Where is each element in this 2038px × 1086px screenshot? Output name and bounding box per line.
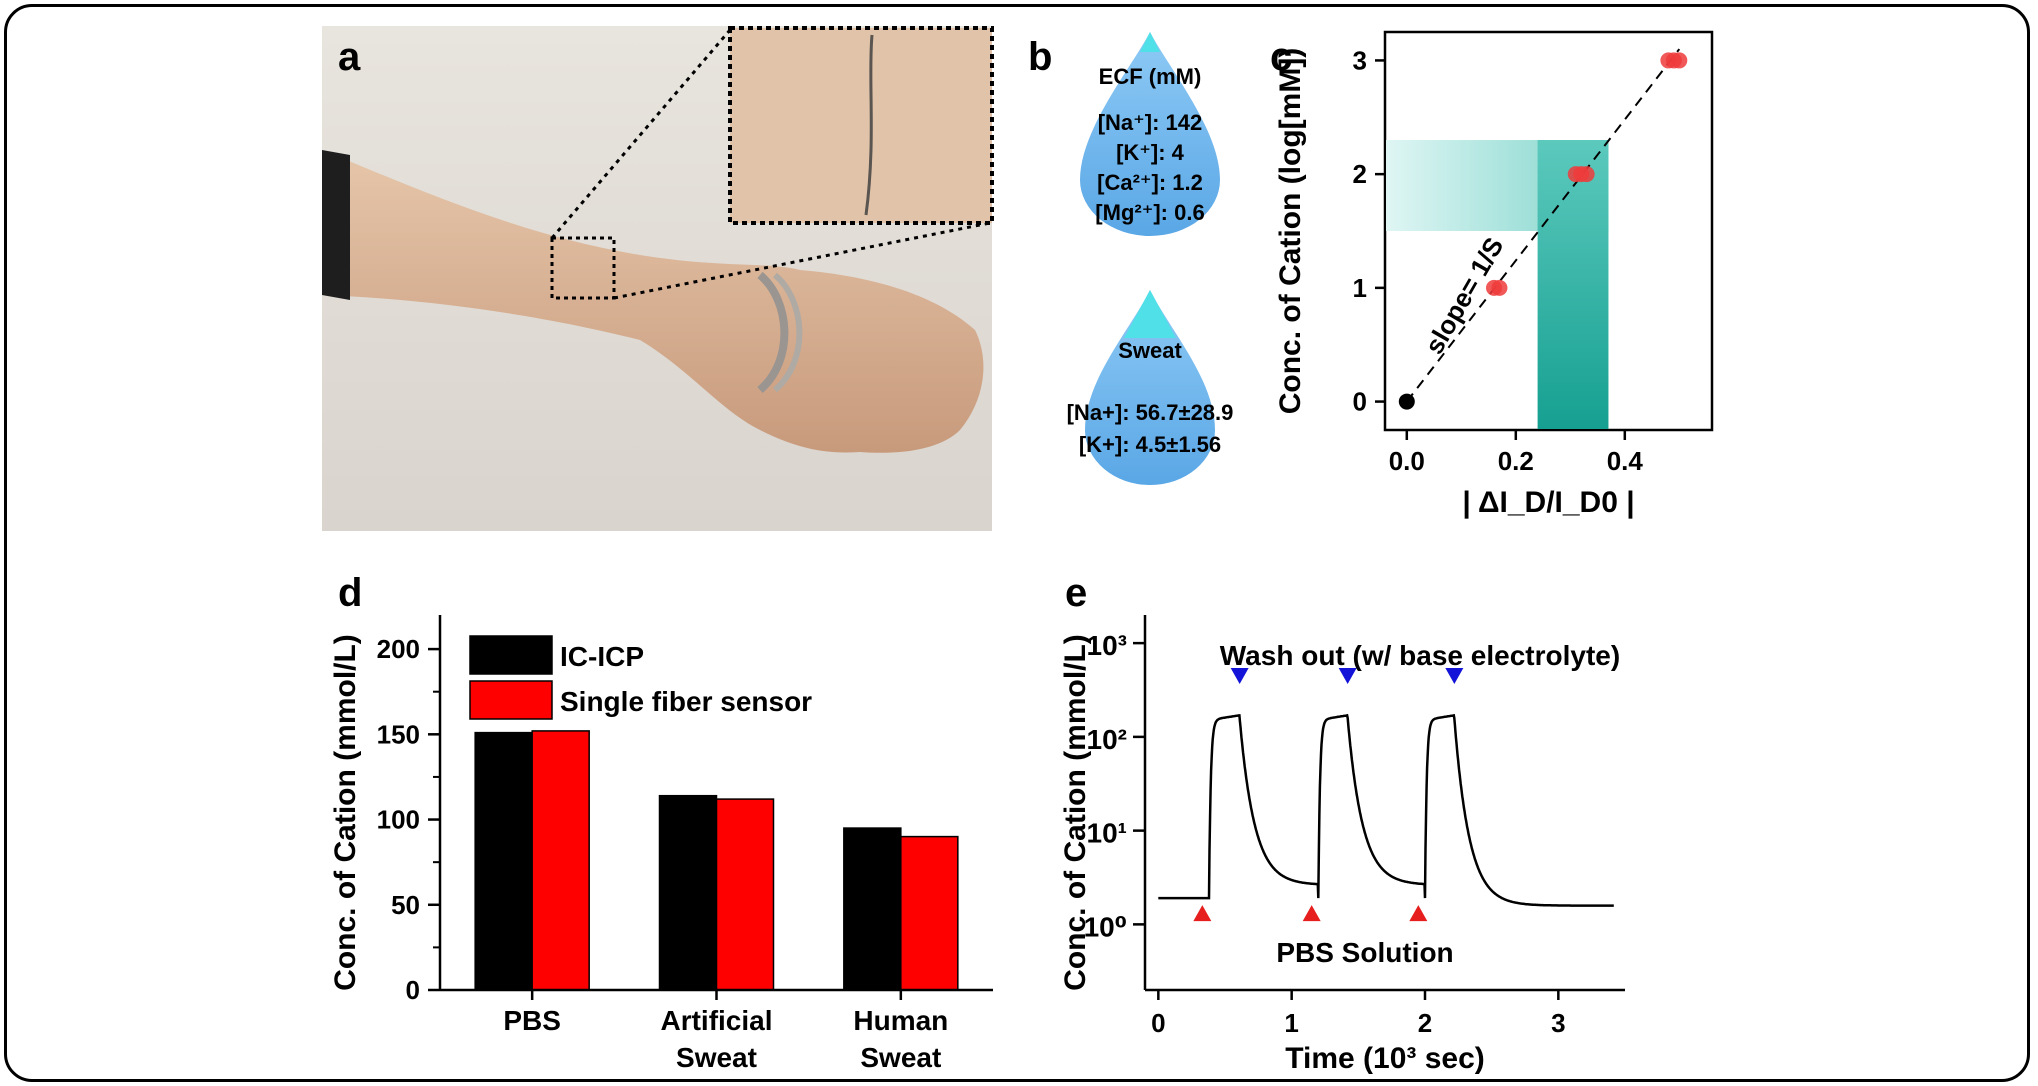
bracelet-inner — [772, 272, 803, 393]
ecf-droplet-tip — [1140, 32, 1160, 52]
chart-c-point-red — [1578, 166, 1595, 183]
panel-label-e: e — [1065, 571, 1087, 615]
chart-d-ylabel: Conc. of Cation (mmol/L) — [329, 634, 362, 991]
chart-e-ylabel: Conc. of Cation (mmol/L) — [1059, 634, 1092, 991]
chart-c-ytick-label: 1 — [1353, 273, 1367, 303]
chart-d-legend-label: Single fiber sensor — [560, 686, 812, 717]
sweat-line-na: [Na+]: 56.7±28.9 — [1067, 400, 1234, 425]
sleeve-shape — [322, 150, 350, 300]
chart-d-ytick-label: 50 — [391, 890, 420, 920]
chart-c-frame — [1383, 30, 1714, 432]
chart-e-ytick-label: 10² — [1087, 724, 1127, 755]
chart-d-legend-label: IC-ICP — [560, 641, 644, 672]
chart-e: 0 1 2 3 10⁰ 10¹ 10² 10³ Wash out (w/ base elect… — [1059, 615, 1625, 1075]
chart-d-category-label: PBS — [503, 1005, 561, 1036]
chart-e-pbs-marker — [1302, 905, 1321, 922]
chart-e-pbs-marker — [1193, 905, 1212, 922]
zoom-line-bottom — [613, 221, 991, 300]
ecf-line-ca: [Ca²⁺]: 1.2 — [1097, 170, 1203, 195]
chart-e-annotation-pbs: PBS Solution — [1276, 937, 1453, 968]
chart-e-washout-marker — [1445, 667, 1464, 684]
chart-d-category-label: Artificial — [660, 1005, 772, 1036]
chart-e-xlabel: Time (10³ sec) — [1285, 1042, 1485, 1075]
chart-c-ytick-label: 3 — [1353, 45, 1367, 75]
chart-c-xlabel: | ΔI_D/I_D0 | — [1462, 486, 1634, 519]
chart-e-washout-marker — [1230, 667, 1249, 684]
chart-e-xtick-label: 1 — [1284, 1008, 1298, 1038]
panel-label-b: b — [1028, 35, 1052, 79]
chart-e-ytick-label: 10⁰ — [1084, 911, 1127, 942]
chart-d-ytick-label: 0 — [406, 975, 420, 1005]
ecf-line-k: [K⁺]: 4 — [1116, 140, 1185, 165]
ecf-title: ECF (mM) — [1099, 64, 1202, 89]
arm-shape — [322, 150, 984, 453]
chart-e-washout-marker — [1338, 667, 1357, 684]
chart-d-bar — [531, 730, 590, 991]
fiber-sensor — [864, 34, 874, 216]
chart-c-fit-line — [1406, 48, 1681, 403]
chart-e-series-line — [1158, 713, 1614, 907]
ecf-droplet — [1080, 32, 1220, 236]
panel-b: ECF (mM) [Na⁺]: 142 [K⁺]: 4 [Ca²⁺]: 1.2 … — [1067, 32, 1234, 485]
chart-c-xtick-label: 0.0 — [1389, 446, 1425, 476]
chart-d-category-label: Human — [853, 1005, 948, 1036]
chart-d-category-label: Sweat — [676, 1042, 757, 1073]
chart-d-bar — [658, 794, 718, 991]
sweat-title: Sweat — [1118, 338, 1182, 363]
chart-d-bar — [843, 827, 902, 991]
chart-e-xtick-label: 3 — [1551, 1008, 1565, 1038]
chart-e-pbs-marker — [1409, 905, 1428, 922]
chart-e-annotation-washout: Wash out (w/ base electrolyte) — [1220, 640, 1620, 671]
chart-d-ytick-label: 200 — [377, 634, 420, 664]
chart-c-ytick-label: 2 — [1353, 159, 1367, 189]
chart-e-xtick-label: 0 — [1151, 1008, 1165, 1038]
chart-d-bar — [900, 835, 959, 991]
chart-c-band — [1386, 140, 1609, 429]
bracelet — [757, 271, 789, 394]
chart-c-point-red — [1671, 52, 1688, 69]
sweat-droplet — [1085, 290, 1215, 485]
chart-e-xtick-label: 2 — [1418, 1008, 1432, 1038]
chart-d-legend-swatch — [469, 635, 553, 675]
chart-c-ytick-label: 0 — [1353, 387, 1367, 417]
chart-c-point-red — [1491, 279, 1508, 296]
ecf-line-na: [Na⁺]: 142 — [1098, 110, 1203, 135]
chart-c-band-vertical — [1537, 140, 1609, 429]
chart-d: PBS Artificial Sweat Human Sweat 0 50 100 150 200… — [329, 615, 993, 1073]
zoom-source-box — [550, 236, 616, 300]
chart-d-ytick-label: 150 — [377, 719, 420, 749]
sweat-line-k: [K+]: 4.5±1.56 — [1079, 432, 1221, 457]
chart-e-ytick-label: 10¹ — [1087, 818, 1127, 849]
sweat-droplet-tip — [1124, 290, 1176, 338]
panel-label-c: c — [1270, 35, 1292, 79]
chart-d-bar — [715, 798, 775, 991]
chart-c-ylabel: Conc. of Cation (log[mM]) — [1274, 48, 1307, 415]
chart-d-ytick-label: 100 — [377, 805, 420, 835]
zoom-line-top — [550, 29, 732, 239]
chart-c-point-black — [1398, 393, 1415, 410]
chart-c-xtick-label: 0.2 — [1498, 446, 1534, 476]
chart-d-category-label: Sweat — [860, 1042, 941, 1073]
chart-e-ytick-label: 10³ — [1087, 630, 1127, 661]
chart-d-bar — [474, 731, 533, 991]
zoom-inset — [728, 26, 994, 225]
panel-label-a: a — [338, 35, 361, 79]
ecf-line-mg: [Mg²⁺]: 0.6 — [1095, 200, 1204, 225]
chart-d-legend-swatch — [469, 680, 553, 720]
panel-label-d: d — [338, 571, 362, 615]
panel-a-photo — [322, 26, 994, 531]
chart-c-xtick-label: 0.4 — [1607, 446, 1644, 476]
